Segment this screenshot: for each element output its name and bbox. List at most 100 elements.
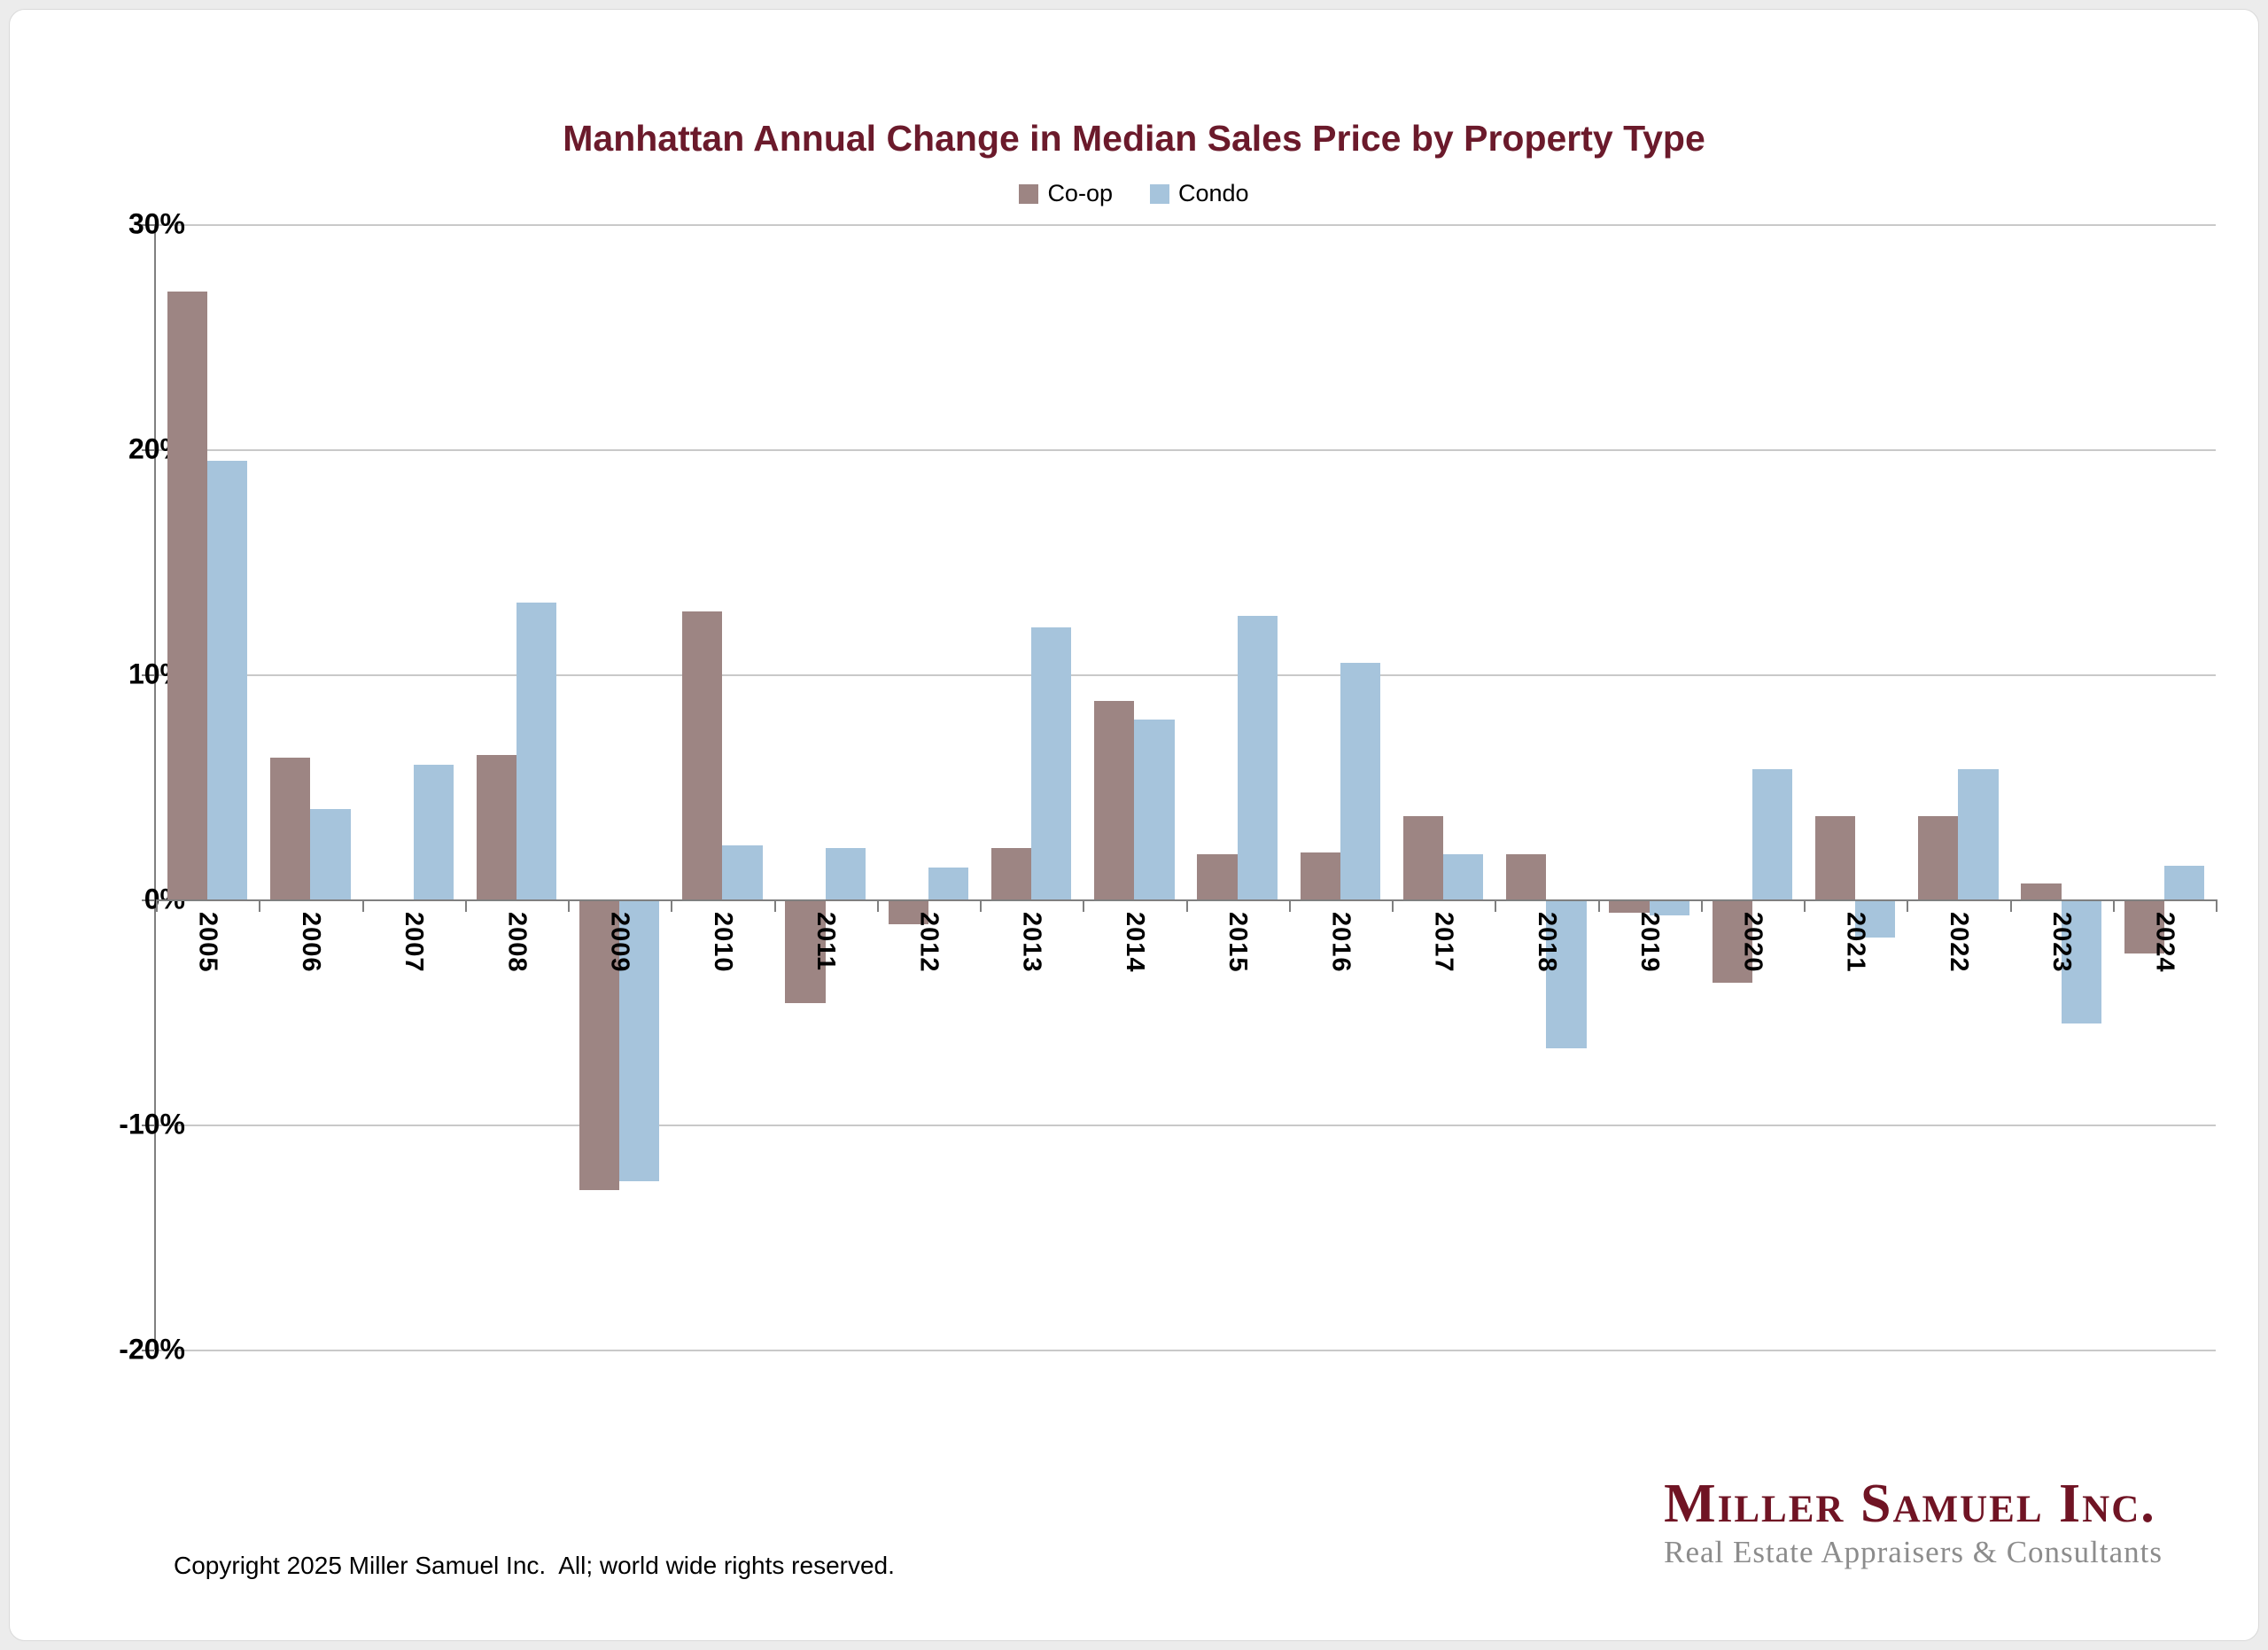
legend-item-coop: Co-op xyxy=(1019,180,1113,207)
company-logo: Miller Samuel Inc. Real Estate Appraiser… xyxy=(1664,1476,2163,1570)
chart-title: Manhattan Annual Change in Median Sales … xyxy=(563,118,1705,159)
x-axis-tick xyxy=(1907,899,1909,912)
bar-coop-2006 xyxy=(270,757,311,899)
bar-condo-2009 xyxy=(619,899,660,1181)
bar-coop-2014 xyxy=(1094,701,1135,899)
bar-condo-2006 xyxy=(310,809,351,899)
bar-condo-2017 xyxy=(1443,854,1484,899)
x-axis-tick xyxy=(980,899,982,912)
legend-item-condo: Condo xyxy=(1149,180,1249,207)
bar-coop-2016 xyxy=(1300,852,1340,899)
x-axis-tick xyxy=(361,899,364,912)
legend-label-coop: Co-op xyxy=(1047,180,1113,206)
x-axis-tick xyxy=(1392,899,1394,912)
x-axis-tick xyxy=(1597,899,1600,912)
bar-coop-2017 xyxy=(1402,816,1444,899)
x-axis-label-2011: 2011 xyxy=(812,912,841,971)
x-axis-label-2020: 2020 xyxy=(1738,912,1767,973)
bar-condo-2014 xyxy=(1134,719,1175,899)
bar-condo-2013 xyxy=(1031,627,1072,899)
bar-coop-2022 xyxy=(1918,816,1959,899)
y-axis-tick xyxy=(142,224,154,226)
y-axis-tick xyxy=(142,1125,154,1126)
y-axis-tick xyxy=(142,899,154,901)
bar-coop-2013 xyxy=(990,847,1032,899)
x-axis-label-2012: 2012 xyxy=(914,912,944,973)
x-axis-label-2016: 2016 xyxy=(1326,912,1355,973)
y-axis-tick xyxy=(142,674,154,676)
x-axis-label-2022: 2022 xyxy=(1944,912,1973,973)
x-axis-tick xyxy=(2112,899,2115,912)
chart-card: Manhattan Annual Change in Median Sales … xyxy=(9,9,2259,1641)
bar-condo-2020 xyxy=(1751,768,1793,899)
bar-coop-2019 xyxy=(1609,899,1650,914)
x-axis-label-2014: 2014 xyxy=(1120,912,1149,973)
x-axis-label-2009: 2009 xyxy=(605,912,634,973)
legend: Co-op Condo xyxy=(10,180,2258,207)
y-axis-tick xyxy=(142,449,154,451)
x-axis-tick xyxy=(1288,899,1291,912)
x-axis-tick xyxy=(1185,899,1188,912)
x-axis-tick xyxy=(671,899,673,912)
bar-condo-2011 xyxy=(825,847,866,899)
bar-condo-2005 xyxy=(207,460,248,899)
bar-condo-2007 xyxy=(413,764,454,899)
gridline-30 xyxy=(156,224,2216,226)
x-axis-label-2005: 2005 xyxy=(193,912,222,973)
bar-condo-2012 xyxy=(928,868,969,899)
coop-swatch-icon xyxy=(1019,183,1039,204)
bar-condo-2024 xyxy=(2163,865,2205,899)
gridline--20 xyxy=(156,1350,2216,1351)
x-axis-tick xyxy=(1083,899,1085,912)
bar-condo-2022 xyxy=(1958,768,1999,899)
y-axis-label--10%: -10% xyxy=(119,1108,185,1140)
x-axis-tick xyxy=(1700,899,1703,912)
x-axis-tick xyxy=(876,899,879,912)
x-axis-tick xyxy=(2216,899,2218,912)
copyright-text: Copyright 2025 Miller Samuel Inc. All; w… xyxy=(174,1552,895,1579)
bar-coop-2009 xyxy=(579,899,620,1190)
x-axis-label-2013: 2013 xyxy=(1017,912,1046,973)
bar-coop-2010 xyxy=(682,611,723,899)
x-axis-label-2024: 2024 xyxy=(2150,912,2179,973)
bar-condo-2019 xyxy=(1649,899,1689,915)
y-axis-label--20%: -20% xyxy=(119,1333,185,1366)
x-axis-label-2007: 2007 xyxy=(400,912,429,973)
bar-condo-2015 xyxy=(1237,615,1278,899)
bar-coop-2012 xyxy=(888,899,928,924)
x-axis-label-2019: 2019 xyxy=(1635,912,1665,973)
bar-coop-2023 xyxy=(2021,883,2062,899)
x-axis-tick xyxy=(773,899,776,912)
bar-condo-2008 xyxy=(516,602,557,899)
bar-condo-2016 xyxy=(1340,663,1381,899)
gridline-10 xyxy=(156,674,2216,676)
bar-coop-2015 xyxy=(1197,854,1238,899)
x-axis-tick xyxy=(259,899,261,912)
gridline--10 xyxy=(156,1125,2216,1126)
condo-swatch-icon xyxy=(1149,183,1169,204)
x-axis-label-2023: 2023 xyxy=(2047,912,2077,973)
bar-coop-2008 xyxy=(476,755,517,899)
bar-coop-2011 xyxy=(785,899,826,1003)
x-axis-tick xyxy=(1804,899,1806,912)
y-axis-line xyxy=(154,224,156,1350)
x-axis-label-2018: 2018 xyxy=(1532,912,1561,973)
x-axis-label-2006: 2006 xyxy=(296,912,325,973)
bar-coop-2021 xyxy=(1814,816,1856,899)
gridline-20 xyxy=(156,449,2216,451)
bar-condo-2010 xyxy=(722,845,763,899)
y-axis-tick xyxy=(142,1350,154,1351)
x-axis-tick xyxy=(2009,899,2012,912)
bar-coop-2020 xyxy=(1712,899,1752,983)
legend-label-condo: Condo xyxy=(1177,180,1249,206)
x-axis-label-2017: 2017 xyxy=(1429,912,1458,973)
bar-condo-2023 xyxy=(2061,899,2101,1023)
x-axis-label-2008: 2008 xyxy=(502,912,532,973)
bar-coop-2005 xyxy=(167,292,208,899)
x-axis-label-2010: 2010 xyxy=(708,912,737,973)
x-axis-label-2021: 2021 xyxy=(1841,912,1870,973)
bar-coop-2024 xyxy=(2124,899,2164,953)
x-axis-tick xyxy=(1495,899,1497,912)
y-axis-label-30%: 30% xyxy=(128,207,185,240)
logo-title: Miller Samuel Inc. xyxy=(1664,1474,2156,1534)
